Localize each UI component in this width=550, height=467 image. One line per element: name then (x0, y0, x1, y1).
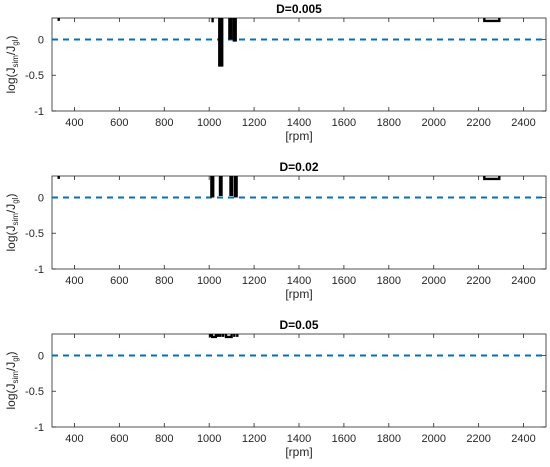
x-tick-label: 1200 (242, 117, 266, 129)
chart-title: D=0.05 (279, 318, 318, 332)
chart-panel-3: D=0.05 400 600 800 1000 1200 1400 1600 1800 2000 2… (4, 318, 547, 459)
y-axis-label-subscript: gl (11, 39, 20, 45)
x-tick-label: 800 (155, 275, 173, 287)
x-tick-label: 600 (110, 275, 128, 287)
y-tick-label: 0 (38, 350, 44, 362)
x-tick-label: 1600 (332, 117, 356, 129)
series-line-segment (483, 176, 501, 181)
x-tick-label: 400 (65, 275, 83, 287)
y-axis-label-subscript: sim (11, 213, 20, 226)
chart-panel-1: D=0.005 400 600 800 1000 1200 1400 1600 1800 2000… (4, 2, 547, 143)
x-axis-label: [rpm] (285, 287, 312, 301)
y-axis-label: log(Jsim/Jgl) (4, 35, 20, 93)
x-tick-label: 2200 (466, 433, 490, 445)
chart-title: D=0.02 (279, 160, 318, 174)
y-axis-label-subscript: gl (11, 355, 20, 361)
y-axis-label: log(Jsim/Jgl) (4, 193, 20, 251)
y-tick-label: -0.5 (25, 386, 44, 398)
y-axis-label-part: /J (4, 204, 18, 213)
y-tick-label: 0 (38, 192, 44, 204)
x-tick-label: 2400 (511, 433, 535, 445)
x-tick-label: 2000 (421, 117, 445, 129)
data-layer (52, 176, 546, 199)
x-tick-label: 1600 (332, 275, 356, 287)
y-axis-label-subscript: gl (11, 197, 20, 203)
plot-area (51, 175, 547, 270)
x-tick-label: 1800 (377, 275, 401, 287)
y-axis-label-part: ) (4, 193, 18, 197)
x-tick-label: 1400 (287, 117, 311, 129)
y-axis-label-part: /J (4, 362, 18, 371)
x-axis-label: [rpm] (285, 445, 312, 459)
x-axis-label: [rpm] (285, 129, 312, 143)
x-tick-label: 2400 (511, 117, 535, 129)
x-tick-label: 400 (65, 117, 83, 129)
y-tick-label: -1 (34, 422, 44, 434)
y-tick-label: -0.5 (25, 228, 44, 240)
y-tick-label: 0 (38, 34, 44, 46)
y-axis-label: log(Jsim/Jgl) (4, 351, 20, 409)
x-tick-label: 2000 (421, 433, 445, 445)
y-axis-label-part: log(J (4, 68, 18, 94)
x-tick-label: 2400 (511, 275, 535, 287)
y-axis-label-part: ) (4, 351, 18, 355)
x-tick-label: 2200 (466, 117, 490, 129)
x-tick-label: 800 (155, 117, 173, 129)
y-tick-label: -0.5 (25, 70, 44, 82)
chart-panel-2: D=0.02 400 600 800 1000 1200 1400 1600 1800 2000 2… (4, 160, 547, 301)
x-tick-label: 1000 (197, 117, 221, 129)
data-layer (52, 334, 546, 357)
x-tick-label: 1000 (197, 433, 221, 445)
chart-title: D=0.005 (276, 2, 322, 16)
plot-area (51, 17, 547, 112)
x-tick-label: 800 (155, 433, 173, 445)
y-axis-label-subscript: sim (11, 371, 20, 384)
y-axis-label-part: log(J (4, 226, 18, 252)
x-tick-label: 1800 (377, 117, 401, 129)
y-axis-label-part: ) (4, 35, 18, 39)
y-tick-label: -1 (34, 264, 44, 276)
y-axis-label-part: /J (4, 46, 18, 55)
plot-area (51, 333, 547, 428)
x-tick-label: 1600 (332, 433, 356, 445)
x-tick-label: 1800 (377, 433, 401, 445)
series-line-segment (210, 334, 218, 339)
y-axis-label-subscript: sim (11, 55, 20, 68)
x-tick-label: 600 (110, 117, 128, 129)
x-tick-label: 600 (110, 433, 128, 445)
x-tick-label: 1400 (287, 433, 311, 445)
x-tick-label: 2000 (421, 275, 445, 287)
y-tick-label: -1 (34, 106, 44, 118)
x-tick-label: 400 (65, 433, 83, 445)
series-line-segment (224, 334, 233, 339)
x-tick-label: 2200 (466, 275, 490, 287)
y-axis-label-part: log(J (4, 384, 18, 410)
x-tick-label: 1400 (287, 275, 311, 287)
data-layer (52, 18, 546, 67)
series-line-segment (483, 18, 501, 23)
x-tick-label: 1000 (197, 275, 221, 287)
x-tick-label: 1200 (242, 275, 266, 287)
x-tick-label: 1200 (242, 433, 266, 445)
